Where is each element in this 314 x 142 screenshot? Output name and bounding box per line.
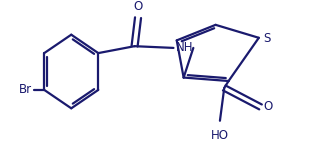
Text: Br: Br bbox=[19, 83, 32, 96]
Text: O: O bbox=[133, 0, 143, 13]
Text: S: S bbox=[263, 32, 270, 45]
Text: NH: NH bbox=[176, 41, 193, 54]
Text: HO: HO bbox=[211, 129, 229, 142]
Text: O: O bbox=[263, 100, 272, 113]
